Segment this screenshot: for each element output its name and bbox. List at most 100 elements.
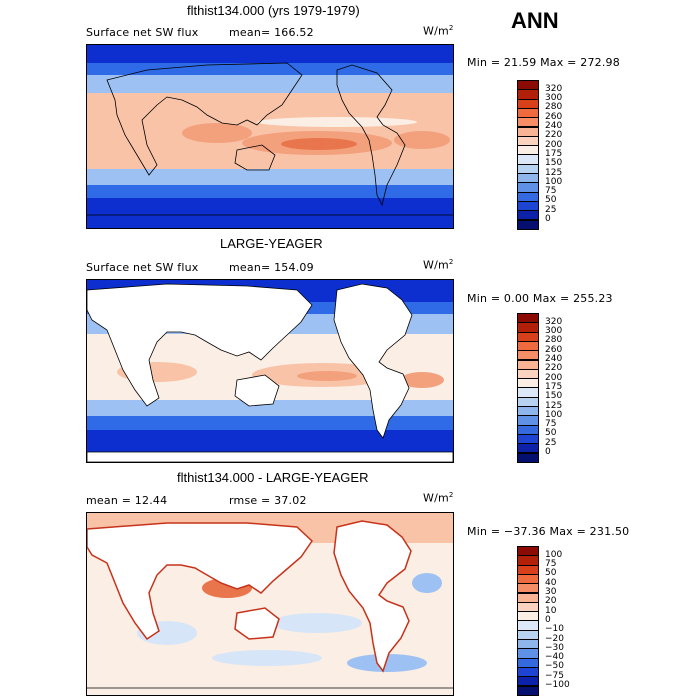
colorbar-tick-label: 280 xyxy=(545,102,563,113)
colorbar-tick-label: −30 xyxy=(545,642,564,653)
colorbar-tick-label: 175 xyxy=(545,381,563,392)
colorbar-tick-label: 0 xyxy=(545,214,551,224)
panel-2-map xyxy=(86,279,454,463)
p3-blue-patch-4 xyxy=(347,654,427,672)
p1-hotspot-pacific-core xyxy=(281,138,357,150)
p1-hotspot-indian xyxy=(182,123,252,143)
colorbar-tick-label: 175 xyxy=(545,148,563,159)
panel-2-title: LARGE-YEAGER xyxy=(220,236,323,251)
p1-coast-africa-eurasia xyxy=(106,62,303,176)
colorbar-tick-label: −100 xyxy=(545,680,570,690)
p2-land xyxy=(87,283,453,462)
p1-coast-australia xyxy=(234,144,276,171)
p3-land xyxy=(87,520,412,673)
colorbar-tick-label: 75 xyxy=(545,186,557,197)
colorbar-tick-label: 300 xyxy=(545,93,563,104)
colorbar-tick-label: 100 xyxy=(545,176,563,187)
panel-1-variable-label: Surface net SW flux xyxy=(86,26,199,39)
colorbar-tick-label: 125 xyxy=(545,400,563,411)
colorbar-tick-label: 0 xyxy=(545,447,551,457)
panel-2-variable-label: Surface net SW flux xyxy=(86,261,199,274)
colorbar-tick-label: 320 xyxy=(545,83,563,94)
panel-1-mean-label: mean= 166.52 xyxy=(229,26,314,39)
p3-land-eurasia-africa xyxy=(87,522,313,641)
p1-band-south-deep xyxy=(87,195,453,228)
colorbar-tick-label: 200 xyxy=(545,372,563,383)
colorbar-tick-label: 40 xyxy=(545,577,557,588)
panel-3-units: W/m2 xyxy=(423,491,454,505)
colorbar-tick-label: 150 xyxy=(545,158,563,169)
p1-hotspot-atlantic xyxy=(394,131,450,149)
colorbar-tick-label: 75 xyxy=(545,559,557,570)
panel-1-units: W/m2 xyxy=(423,24,454,38)
colorbar-tick-label: 125 xyxy=(545,167,563,178)
p2-land-americas xyxy=(333,283,413,439)
colorbar-tick-label: 240 xyxy=(545,354,563,364)
colorbar-tick-label: 50 xyxy=(545,195,557,206)
colorbar-tick-label: 50 xyxy=(545,428,557,439)
colorbar-tick-label: 100 xyxy=(545,409,563,420)
panel-3-title: flthist134.000 - LARGE-YEAGER xyxy=(177,470,369,485)
colorbar-tick-label: 280 xyxy=(545,335,563,346)
p1-pale-equator xyxy=(257,117,417,127)
colorbar-tick-label: −10 xyxy=(545,624,564,635)
p3-land-australia xyxy=(234,607,280,640)
colorbar-tick-label: 200 xyxy=(545,139,563,150)
panel-3-rmse-label: rmse = 37.02 xyxy=(229,494,307,507)
colorbar-tick-label: 260 xyxy=(545,344,563,355)
p2-hotspot-pacific-core xyxy=(297,371,357,381)
colorbar-tick-label: 20 xyxy=(545,596,557,607)
panel-3-mean-label: mean = 12.44 xyxy=(86,494,168,507)
panel-3-units-base: W/m xyxy=(423,491,449,505)
panel-1-units-exponent: 2 xyxy=(448,24,454,32)
panel-1-map-svg xyxy=(87,45,453,228)
colorbar-swatch xyxy=(517,452,539,463)
colorbar-tick-label: 25 xyxy=(545,204,557,215)
colorbar-swatch xyxy=(517,219,539,230)
season-label: ANN xyxy=(511,8,559,33)
colorbar-tick-label: 260 xyxy=(545,111,563,122)
p1-band-south-mid xyxy=(87,182,453,198)
panel-3-units-exponent: 2 xyxy=(448,491,454,499)
colorbar-tick-label: −75 xyxy=(545,670,564,681)
colorbar-tick-label: 220 xyxy=(545,130,563,141)
colorbar-tick-label: 10 xyxy=(545,605,557,616)
colorbar-tick-label: −40 xyxy=(545,652,564,663)
panel-3-map xyxy=(86,512,454,696)
p2-land-antarctica xyxy=(87,451,453,462)
panel-1-minmax: Min = 21.59 Max = 272.98 xyxy=(467,56,620,69)
p3-blue-patch-5 xyxy=(212,650,322,666)
colorbar-tick-label: 220 xyxy=(545,363,563,374)
colorbar-swatch xyxy=(517,685,539,696)
p1-band-south-light xyxy=(87,167,453,185)
panel-3-minmax: Min = −37.36 Max = 231.50 xyxy=(467,525,630,538)
p2-band-south-light xyxy=(87,398,453,416)
colorbar-tick-label: 25 xyxy=(545,437,557,448)
p2-land-eurasia-africa xyxy=(87,283,313,407)
colorbar-tick-label: 0 xyxy=(545,614,551,625)
colorbar-tick-label: 30 xyxy=(545,587,557,597)
p1-band-north-mid xyxy=(87,63,453,77)
p1-coastlines xyxy=(87,62,453,216)
panel-2-map-svg xyxy=(87,280,453,462)
colorbar-tick-label: −20 xyxy=(545,633,564,644)
panel-1-units-base: W/m xyxy=(423,24,449,38)
panel-2-units-exponent: 2 xyxy=(448,258,454,266)
panel-2-units-base: W/m xyxy=(423,258,449,272)
p3-land-americas xyxy=(333,520,412,673)
panel-3-map-svg xyxy=(87,513,453,695)
p3-blue-patch-3 xyxy=(412,573,442,593)
p2-band-south-mid xyxy=(87,414,453,430)
p1-band-north-light xyxy=(87,75,453,95)
p2-hotspot-atlantic xyxy=(400,372,444,388)
panel-1-title: flthist134.000 (yrs 1979-1979) xyxy=(187,3,360,18)
colorbar-tick-label: 150 xyxy=(545,391,563,402)
panel-3-colorbar: 100 75 50 40 30 20 10 0 −10 −20 −30 −40 −50 −75 −100 xyxy=(517,546,577,696)
colorbar-tick-label: 50 xyxy=(545,568,557,579)
panel-2-units: W/m2 xyxy=(423,258,454,272)
panel-2-minmax: Min = 0.00 Max = 255.23 xyxy=(467,292,613,305)
colorbar-tick-label: 240 xyxy=(545,121,563,131)
p1-band-tropics xyxy=(87,93,453,169)
p3-blue-patch-2 xyxy=(272,613,362,633)
colorbar-tick-label: 320 xyxy=(545,316,563,327)
